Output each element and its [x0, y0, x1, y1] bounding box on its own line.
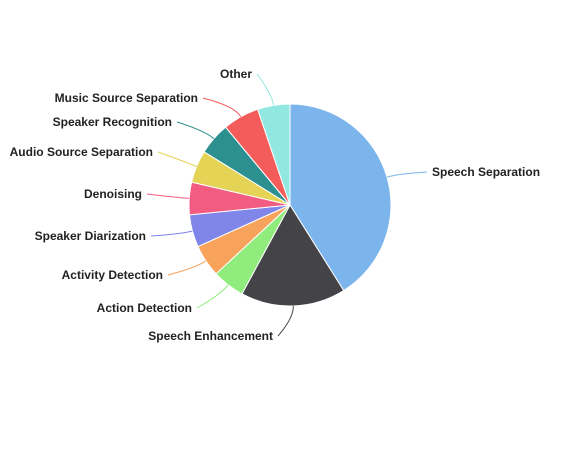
- label-activity-detection: Activity Detection: [62, 268, 163, 282]
- label-speech-separation: Speech Separation: [432, 165, 540, 179]
- connector-audio-source-separation: [157, 151, 197, 167]
- pie-slice-speech-enhancement[interactable]: [241, 204, 345, 307]
- connector-speaker-diarization: [150, 230, 193, 237]
- label-audio-source-separation: Audio Source Separation: [10, 145, 153, 159]
- connector-activity-detection: [167, 260, 207, 276]
- connector-speaker-recognition: [176, 121, 215, 140]
- connector-other: [256, 73, 275, 106]
- label-denoising: Denoising: [84, 187, 142, 201]
- connector-music-source-separation: [202, 97, 242, 118]
- pie-slice-speech-separation[interactable]: [289, 103, 392, 292]
- label-music-source-separation: Music Source Separation: [55, 91, 198, 105]
- label-action-detection: Action Detection: [97, 301, 192, 315]
- label-speaker-diarization: Speaker Diarization: [35, 229, 146, 243]
- label-speaker-recognition: Speaker Recognition: [53, 115, 172, 129]
- label-other: Other: [220, 67, 252, 81]
- connector-denoising: [146, 193, 190, 199]
- connector-speech-enhancement: [277, 305, 294, 337]
- label-speech-enhancement: Speech Enhancement: [148, 329, 273, 343]
- connector-action-detection: [196, 284, 229, 309]
- connector-speech-separation: [386, 171, 428, 178]
